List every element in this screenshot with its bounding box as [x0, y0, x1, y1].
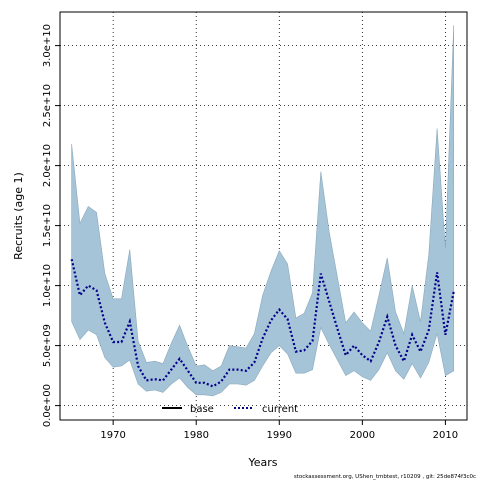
y-axis-title: Recruits (age 1): [12, 172, 25, 260]
y-axis: 0.0e+00 5.0e+09 1.0e+10 1.5e+10 2.0e+10 2.5e+…: [42, 24, 60, 427]
y-tick-label: 1.5e+10: [42, 204, 53, 247]
y-tick-label: 1.0e+10: [42, 264, 53, 307]
confidence-band: [71, 25, 455, 397]
y-tick-label: 2.0e+10: [42, 144, 53, 187]
footer-note: stockassessment.org, UShen_tmbtest, r102…: [294, 474, 476, 480]
legend: base current: [162, 404, 298, 415]
y-tick-label: 2.5e+10: [42, 84, 53, 127]
legend-label-current: current: [262, 404, 298, 415]
x-tick-label: 1990: [267, 430, 292, 441]
x-tick-label: 2000: [350, 430, 375, 441]
plot-frame: [59, 11, 468, 421]
series-lines: [70, 258, 455, 388]
y-tick-label: 3.0e+10: [42, 24, 53, 67]
x-axis: 1970 1980 1990 2000 2010: [100, 420, 458, 441]
y-tick-label: 0.0e+00: [42, 384, 53, 427]
legend-label-base: base: [190, 404, 214, 415]
x-axis-title: Years: [247, 456, 277, 469]
y-tick-label: 5.0e+09: [42, 324, 53, 367]
x-tick-label: 1970: [100, 430, 125, 441]
series-line-current: [70, 258, 455, 388]
x-tick-label: 1980: [183, 430, 208, 441]
x-tick-label: 2010: [433, 430, 458, 441]
confidence-band-area: [71, 25, 455, 397]
